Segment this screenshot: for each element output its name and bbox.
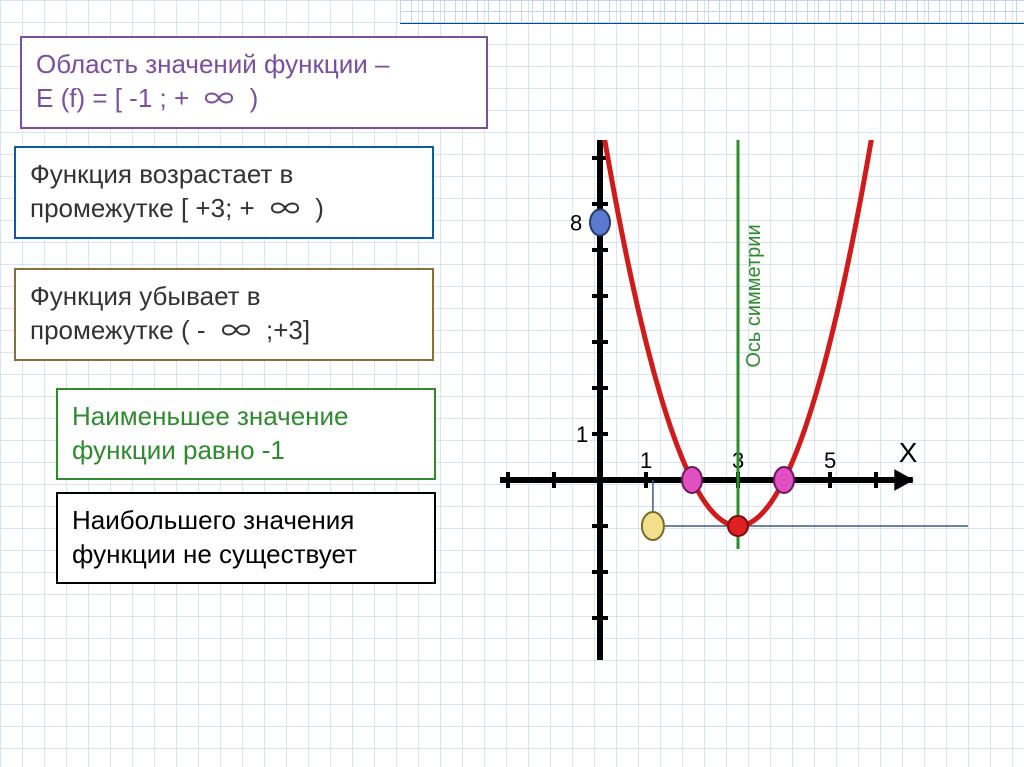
min-line2: функции равно -1 — [72, 434, 420, 468]
min-line1: Наименьшее значение — [72, 400, 420, 434]
top-decoration — [400, 0, 1024, 24]
min-value-box: Наименьшее значение функции равно -1 — [56, 388, 436, 480]
svg-text:5: 5 — [824, 448, 836, 473]
svg-text:1: 1 — [640, 448, 652, 473]
infinity-icon — [196, 83, 242, 117]
range-line2: Е (f) = [ -1 ; + ) — [36, 82, 472, 117]
range-line1: Область значений функции – — [36, 48, 472, 82]
max-line1: Наибольшего значения — [72, 504, 420, 538]
svg-text:X: X — [899, 437, 918, 468]
svg-text:8: 8 — [570, 210, 582, 235]
parabola-chart: 1351XY8Ось симметрии — [500, 140, 1000, 660]
decreasing-line1: Функция убывает в — [30, 280, 418, 314]
infinity-icon — [262, 193, 308, 227]
max-value-box: Наибольшего значения функции не существу… — [56, 492, 436, 584]
svg-text:1: 1 — [576, 422, 588, 447]
decreasing-box: Функция убывает в промежутке ( - ;+3] — [14, 268, 434, 361]
increasing-box: Функция возрастает в промежутке [ +3; + … — [14, 146, 434, 239]
increasing-line2: промежутке [ +3; + ) — [30, 192, 418, 227]
decreasing-line2: промежутке ( - ;+3] — [30, 314, 418, 349]
svg-text:Ось симметрии: Ось симметрии — [743, 224, 765, 367]
infinity-icon — [213, 315, 259, 349]
max-line2: функции не существует — [72, 538, 420, 572]
increasing-line1: Функция возрастает в — [30, 158, 418, 192]
range-box: Область значений функции – Е (f) = [ -1 … — [20, 36, 488, 129]
